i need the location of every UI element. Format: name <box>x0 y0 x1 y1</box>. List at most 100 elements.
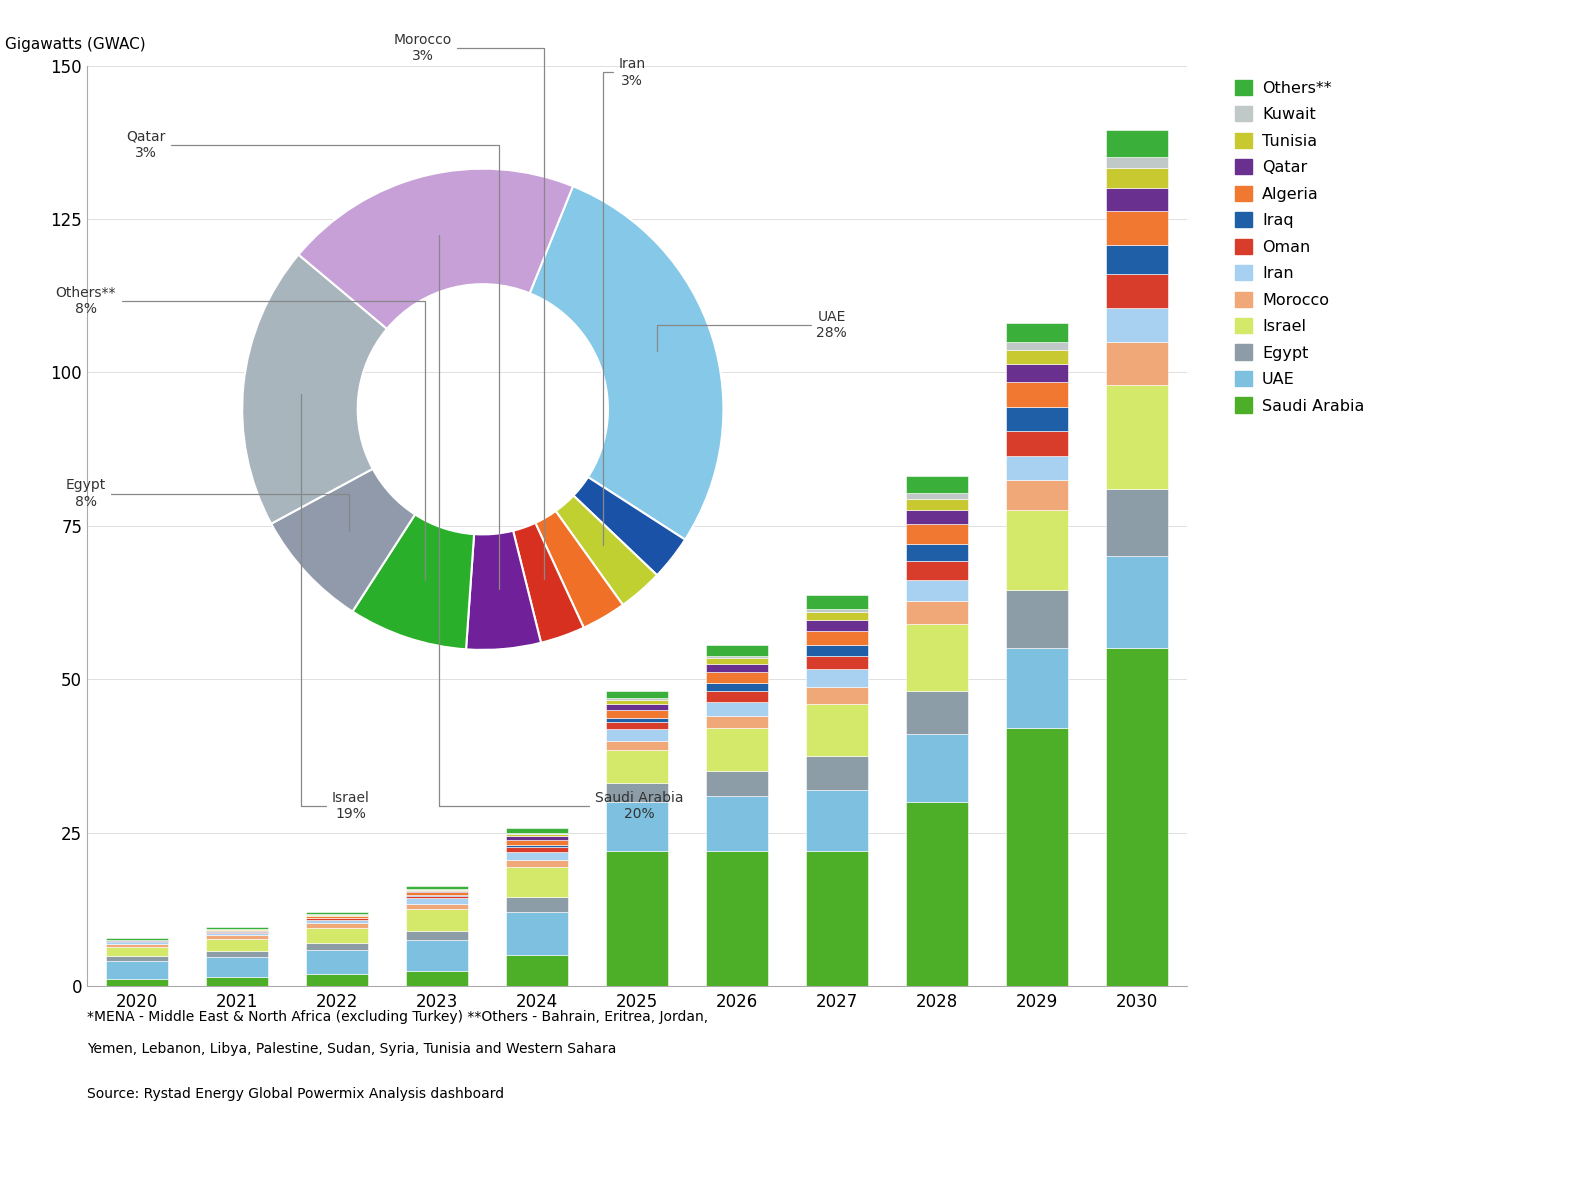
Bar <box>606 784 668 802</box>
Bar <box>905 544 969 560</box>
Bar <box>1007 381 1069 407</box>
Bar <box>407 970 469 986</box>
Bar <box>407 909 469 931</box>
Bar <box>507 955 568 986</box>
Bar <box>106 943 168 944</box>
Text: Source: Rystad Energy Global Powermix Analysis dashboard: Source: Rystad Energy Global Powermix An… <box>87 1087 505 1102</box>
Bar <box>1107 168 1168 188</box>
Bar <box>606 729 668 741</box>
Bar <box>306 974 369 986</box>
Text: Egypt
8%: Egypt 8% <box>65 478 348 531</box>
Bar <box>606 749 668 784</box>
Bar <box>606 718 668 722</box>
Bar <box>507 840 568 845</box>
Wedge shape <box>271 468 415 612</box>
Text: Saudi Arabia
20%: Saudi Arabia 20% <box>438 234 684 821</box>
Bar <box>606 741 668 749</box>
Bar <box>507 852 568 860</box>
Bar <box>1107 212 1168 245</box>
Text: UAE
28%: UAE 28% <box>657 310 847 351</box>
Bar <box>206 934 268 938</box>
Bar <box>905 523 969 544</box>
Wedge shape <box>556 496 657 605</box>
Bar <box>1107 342 1168 385</box>
Bar <box>106 944 168 948</box>
Bar <box>206 938 268 951</box>
Bar <box>806 645 867 656</box>
Bar <box>1007 323 1069 343</box>
Bar <box>1007 343 1069 350</box>
Bar <box>407 899 469 903</box>
Bar <box>1107 157 1168 168</box>
Wedge shape <box>242 255 386 523</box>
Bar <box>1007 728 1069 986</box>
Bar <box>507 860 568 868</box>
Bar <box>507 897 568 912</box>
Bar <box>905 476 969 494</box>
Bar <box>407 890 469 891</box>
Bar <box>606 711 668 718</box>
Bar <box>106 948 168 956</box>
Bar <box>806 631 867 645</box>
Bar <box>806 790 867 851</box>
Bar <box>407 903 469 909</box>
Bar <box>806 669 867 686</box>
Bar <box>606 700 668 704</box>
Bar <box>306 920 369 924</box>
Bar <box>1007 350 1069 364</box>
Bar <box>1107 385 1168 489</box>
Bar <box>706 851 768 986</box>
Bar <box>407 896 469 899</box>
Bar <box>806 656 867 669</box>
Bar <box>905 510 969 523</box>
Bar <box>806 612 867 620</box>
Bar <box>706 771 768 796</box>
Bar <box>706 796 768 851</box>
Bar <box>806 756 867 790</box>
Bar <box>1007 510 1069 590</box>
Bar <box>106 938 168 939</box>
Bar <box>206 976 268 986</box>
Bar <box>706 691 768 701</box>
Bar <box>706 673 768 684</box>
Bar <box>206 957 268 976</box>
Bar <box>407 885 469 889</box>
Bar <box>106 956 168 961</box>
Bar <box>1107 188 1168 212</box>
Bar <box>706 701 768 716</box>
Bar <box>1007 649 1069 728</box>
Bar <box>706 684 768 691</box>
Bar <box>905 802 969 986</box>
Bar <box>507 847 568 852</box>
Text: Figure (1): Solar installed capacity by country, MENA*: Figure (1): Solar installed capacity by … <box>549 1148 1034 1168</box>
Bar <box>706 658 768 664</box>
Bar <box>606 704 668 711</box>
Text: Yemen, Lebanon, Libya, Palestine, Sudan, Syria, Tunisia and Western Sahara: Yemen, Lebanon, Libya, Palestine, Sudan,… <box>87 1042 616 1056</box>
Bar <box>806 704 867 756</box>
Bar <box>306 927 369 943</box>
Bar <box>507 845 568 847</box>
Bar <box>106 961 168 979</box>
Text: Morocco
3%: Morocco 3% <box>394 33 543 580</box>
Bar <box>806 620 867 631</box>
Bar <box>306 919 369 920</box>
Legend: Others**, Kuwait, Tunisia, Qatar, Algeria, Iraq, Oman, Iran, Morocco, Israel, Eg: Others**, Kuwait, Tunisia, Qatar, Algeri… <box>1235 80 1365 413</box>
Bar <box>1007 456 1069 480</box>
Text: Iran
3%: Iran 3% <box>603 57 646 545</box>
Bar <box>206 951 268 957</box>
Text: Qatar
3%: Qatar 3% <box>127 129 499 589</box>
Bar <box>905 735 969 802</box>
Bar <box>806 851 867 986</box>
Text: Gigawatts (GWAC): Gigawatts (GWAC) <box>5 37 146 51</box>
Bar <box>1007 430 1069 456</box>
Bar <box>1107 649 1168 986</box>
Bar <box>806 686 867 704</box>
Bar <box>1107 308 1168 342</box>
Bar <box>1007 407 1069 430</box>
Bar <box>806 595 867 608</box>
Wedge shape <box>465 531 541 650</box>
Bar <box>507 834 568 836</box>
Bar <box>706 728 768 771</box>
Bar <box>706 656 768 658</box>
Bar <box>606 691 668 699</box>
